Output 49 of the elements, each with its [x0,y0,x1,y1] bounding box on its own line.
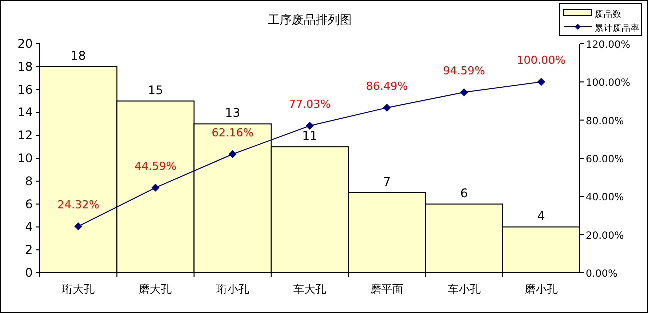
data-label: 6 [460,186,468,200]
y2-tick-label: 40.00% [586,192,624,204]
x-tick-label: 磨大孔 [139,283,172,296]
y2-tick-label: 60.00% [586,154,624,166]
y-tick-label: 18 [18,60,33,74]
point [228,150,237,158]
data-label: 62.16% [212,126,254,140]
point [460,88,468,96]
point [306,122,314,130]
data-label: 11 [302,129,318,144]
legend-label: 废品数 [595,9,622,20]
legend-label: 累计废品率 [595,23,640,34]
y2-tick-label: 80.00% [586,116,624,128]
y-tick-label: 20 [18,37,33,51]
x-tick-label: 磨平面 [370,283,404,296]
point [74,222,83,231]
y-tick-label: 4 [25,220,33,234]
x-tick-label: 车大孔 [294,283,326,296]
x-tick-label: 珩小孔 [216,283,250,296]
y-tick-label: 0 [25,266,33,280]
point [152,184,160,192]
data-label: 13 [225,106,240,120]
data-label: 15 [148,83,164,98]
chart-title: 工序废品排列图 [268,13,352,27]
data-label: 77.03% [289,98,331,111]
y-tick-label: 6 [25,197,33,212]
data-label: 4 [538,209,546,224]
data-label: 94.59% [443,64,486,78]
y-tick-label: 8 [25,174,33,188]
y2-tick-label: 120.00% [586,40,630,51]
y2-tick-label: 100.00% [586,78,630,90]
data-label: 86.49% [366,80,408,93]
x-tick-label: 磨小孔 [524,283,558,296]
data-label: 7 [383,174,391,189]
x-tick-label: 车小孔 [448,283,481,296]
data-label: 24.32% [58,198,100,212]
y-tick-label: 12 [18,128,33,143]
data-label: 18 [70,48,86,63]
x-tick-label: 珩大孔 [62,283,96,296]
y2-tick-label: 20.00% [586,230,624,242]
point [383,104,392,112]
data-label: 100.00% [516,54,566,68]
y-tick-label: 14 [18,106,33,120]
y2-tick-label: 0.00% [586,269,618,280]
y-tick-label: 16 [18,82,33,97]
y-tick-label: 2 [25,243,33,258]
point [537,78,546,86]
y-tick-label: 10 [18,152,33,166]
data-label: 44.59% [134,160,177,173]
